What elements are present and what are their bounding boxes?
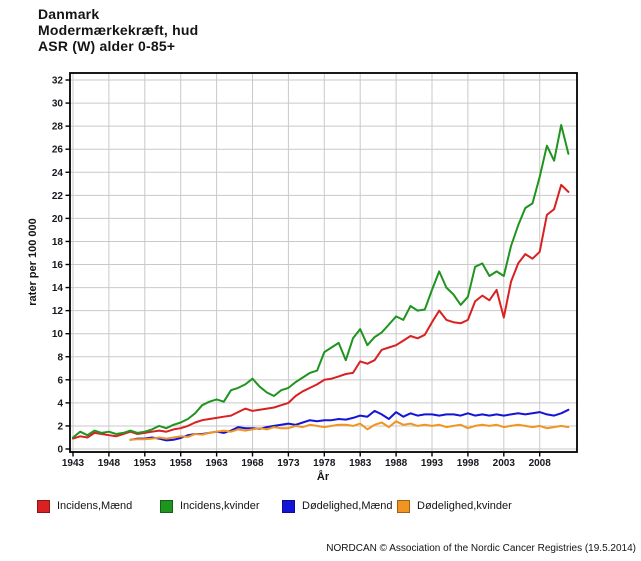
legend-item-mortality-women: Dødelighed,kvinder [397,499,512,513]
chart-title-country: Danmark [38,6,100,22]
svg-text:1988: 1988 [385,458,408,469]
svg-text:1993: 1993 [421,458,444,469]
chart-title-cancer-type: Modermærkekræft, hud [38,22,199,38]
legend-label: Dødelighed,Mænd [302,500,393,512]
chart-title-measure: ASR (W) alder 0-85+ [38,38,176,54]
plot-frame [69,72,578,453]
legend-item-mortality-men: Dødelighed,Mænd [282,499,393,513]
svg-text:16: 16 [52,260,64,271]
svg-text:1958: 1958 [170,458,193,469]
legend-label: Incidens,kvinder [180,500,260,512]
svg-text:32: 32 [52,76,64,87]
svg-text:1953: 1953 [134,458,157,469]
copyright-attribution: NORDCAN © Association of the Nordic Canc… [326,543,636,554]
orange-swatch-icon [397,499,410,513]
legend-item-incidence-men: Incidens,Mænd [37,499,132,513]
chart-title-block: Danmark Modermærkekræft, hud ASR (W) ald… [38,6,198,54]
legend-label: Dødelighed,kvinder [417,500,512,512]
svg-text:1968: 1968 [241,458,264,469]
legend: Incidens,Mænd Incidens,kvinder Dødelighe… [0,499,641,517]
x-axis-label: År [316,471,330,483]
series-line-incidens-kvinder [72,124,570,439]
svg-text:1948: 1948 [98,458,121,469]
svg-text:1943: 1943 [62,458,85,469]
svg-text:28: 28 [52,122,64,133]
svg-text:30: 30 [52,99,64,110]
svg-text:1973: 1973 [277,458,300,469]
red-swatch-icon [37,499,50,513]
svg-text:2: 2 [57,421,63,432]
blue-swatch-icon [282,499,295,513]
svg-text:1963: 1963 [205,458,228,469]
gridlines [70,73,577,452]
svg-text:10: 10 [52,329,64,340]
svg-text:1998: 1998 [457,458,480,469]
svg-text:18: 18 [52,237,64,248]
svg-text:4: 4 [57,398,63,409]
svg-text:8: 8 [57,352,63,363]
axis-ticks [65,79,541,457]
svg-text:12: 12 [52,306,64,317]
legend-item-incidence-women: Incidens,kvinder [160,499,260,513]
svg-text:20: 20 [52,214,64,225]
svg-text:2008: 2008 [529,458,552,469]
series-line-incidens-m-nd [72,183,570,440]
legend-label: Incidens,Mænd [57,500,133,512]
svg-text:2003: 2003 [493,458,516,469]
svg-text:22: 22 [52,191,64,202]
svg-text:1983: 1983 [349,458,372,469]
svg-text:1978: 1978 [313,458,336,469]
svg-text:0: 0 [57,445,63,456]
svg-text:24: 24 [52,168,64,179]
svg-text:14: 14 [52,283,64,294]
green-swatch-icon [160,499,173,513]
svg-text:26: 26 [52,145,64,156]
svg-text:6: 6 [57,375,63,386]
series-line-d-delighed-kvinder [129,420,570,441]
